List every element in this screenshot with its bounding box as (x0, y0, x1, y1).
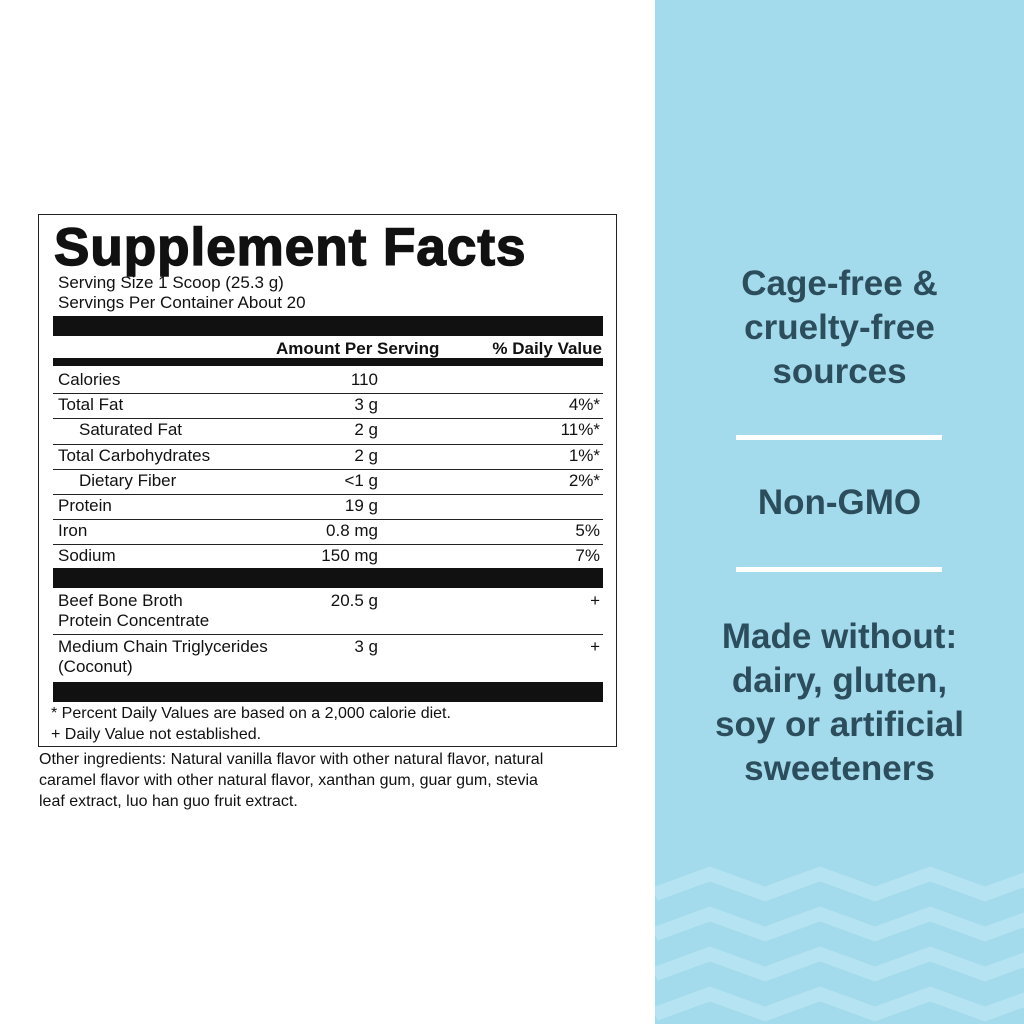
claim-text: Cage-free & (741, 264, 938, 303)
row-rule (53, 634, 603, 635)
row-rule (53, 494, 603, 495)
claim-text: Made without: (721, 617, 958, 656)
thick-bar (53, 316, 603, 336)
ingredient-amount: 3 g (354, 637, 378, 656)
ingredient-dv: + (590, 637, 600, 656)
nutrient-name: Total Carbohydrates (58, 445, 211, 465)
ingredient-dv: + (590, 591, 600, 610)
footnote: + Daily Value not established. (51, 726, 262, 743)
nutrient-name: Saturated Fat (79, 420, 183, 440)
footnote: * Percent Daily Values are based on a 2,… (51, 705, 451, 722)
claim-text: sweeteners (744, 749, 935, 788)
nutrient-dv: 1%* (568, 445, 600, 465)
nutrient-amount: 19 g (344, 496, 378, 515)
nutrient-dv: 4%* (568, 395, 600, 415)
nutrient-dv: 7% (575, 546, 600, 566)
nutrient-name: Iron (58, 521, 88, 541)
ingredient-name: Medium Chain Triglycerides (58, 637, 268, 656)
claims-panel: Cage-free & cruelty-free sources Non-GMO Mad… (655, 0, 1024, 1024)
nutrient-amount: 2 g (354, 420, 378, 440)
nutrient-name: Sodium (58, 546, 116, 566)
row-rule (53, 468, 603, 470)
nutrient-dv: 11%* (560, 420, 600, 440)
nutrient-amount: 3 g (354, 395, 378, 415)
column-header: % Daily Value (492, 339, 602, 358)
medium-bar (53, 358, 603, 366)
claim-text: Non-GMO (757, 483, 922, 522)
ingredient-name: Beef Bone Broth (58, 591, 183, 610)
nutrient-dv: 5% (575, 521, 600, 541)
ingredient-name: Protein Concentrate (58, 611, 210, 630)
nutrient-amount: 0.8 mg (326, 521, 378, 541)
nutrient-name: Total Fat (58, 395, 124, 415)
nutrient-name: Dietary Fiber (79, 470, 177, 490)
nutrient-name: Calories (58, 370, 121, 389)
row-rule (53, 443, 603, 445)
divider (736, 435, 942, 440)
row-rule (53, 544, 603, 546)
nutrient-amount: 2 g (354, 445, 378, 465)
claim-text: soy or artificial (715, 705, 964, 744)
serving-size: Serving Size 1 Scoop (25.3 g) (58, 273, 284, 292)
ingredient-amount: 20.5 g (330, 591, 378, 610)
chevron-pattern (655, 866, 1024, 1022)
row-rule (53, 393, 603, 395)
servings: Servings Per Container About 20 (58, 293, 306, 312)
nutrient-amount: 110 (350, 370, 378, 389)
claim-text: cruelty-free (744, 308, 935, 347)
ingredient-name: (Coconut) (58, 657, 133, 676)
nutrient-dv: 2%* (568, 470, 600, 490)
facts-title: Supplement Facts (53, 217, 527, 278)
facts-panel: Supplement Facts Serving Size 1 Scoop (2… (38, 214, 617, 747)
other-ingredients: caramel flavor with other natural flavor… (39, 772, 538, 789)
claim-text: dairy, gluten, (731, 661, 948, 700)
column-header: Amount Per Serving (276, 339, 440, 358)
other-ingredients: Other ingredients: Natural vanilla flavo… (39, 751, 544, 768)
nutrient-amount: <1 g (344, 470, 378, 490)
claim-text: sources (772, 352, 907, 391)
nutrient-name: Protein (58, 496, 112, 515)
row-rule (53, 418, 603, 420)
thick-bar (53, 682, 603, 702)
divider (736, 567, 942, 572)
nutrient-amount: 150 mg (321, 546, 378, 566)
row-rule (53, 519, 603, 521)
thick-bar (53, 568, 603, 588)
other-ingredients: leaf extract, luo han guo fruit extract. (39, 793, 298, 810)
